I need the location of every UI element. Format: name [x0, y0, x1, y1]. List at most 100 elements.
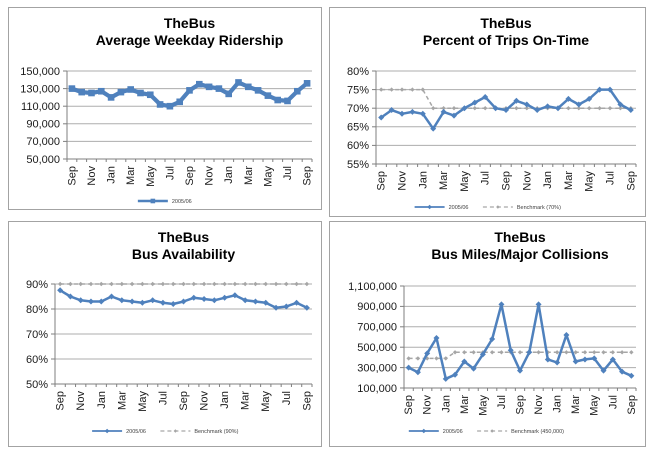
y-tick-label: 900,000	[357, 301, 397, 313]
legend-label: Benchmark (450,000)	[511, 429, 564, 435]
chart-legend: 2005/06 Benchmark (450,000)	[408, 428, 564, 435]
x-tick-label: Jan	[552, 395, 564, 413]
legend-label: Benchmark (90%)	[194, 429, 238, 435]
chart-subtitle: Average Weekday Ridership	[95, 32, 284, 48]
x-tick-label: May	[584, 171, 596, 192]
chart-subtitle: Percent of Trips On-Time	[422, 32, 590, 48]
x-tick-label: May	[145, 166, 157, 187]
x-tick-label: May	[262, 166, 274, 187]
y-tick-label: 50%	[26, 379, 48, 391]
x-tick-label: Jul	[157, 391, 169, 405]
x-tick-label: Jul	[496, 395, 508, 409]
x-tick-label: Sep	[376, 171, 388, 191]
chart-title: TheBus	[480, 15, 532, 31]
legend-label: Benchmark (70%)	[517, 205, 561, 211]
chart-legend: 2005/06 Benchmark (90%)	[92, 428, 239, 435]
y-tick-label: 500,000	[357, 342, 397, 354]
x-tick-label: Mar	[570, 395, 582, 414]
x-tick-label: Nov	[204, 166, 216, 186]
chart-svg: 50% 60% 70% 80% 90% Sep Nov Jan Mar May Jul Sep Nov J…	[26, 279, 313, 435]
chart-svg: 50,000 70,000 90,000 110,000 130,000 150,000 S…	[20, 66, 314, 205]
y-tick-label: 130,000	[20, 83, 60, 95]
y-tick-label: 100,000	[357, 383, 397, 395]
chart-panel-average-weekday-ridership: TheBus Average Weekday Ridership 50,000 7…	[8, 7, 322, 210]
x-tick-label: Jul	[605, 171, 617, 185]
y-tick-label: 65%	[347, 122, 369, 134]
chart-panel-percent-trips-on-time: TheBus Percent of Trips On-Time 55% 60% 65…	[329, 7, 646, 217]
x-tick-label: May	[459, 171, 471, 192]
x-tick-label: Nov	[533, 395, 545, 415]
x-tick-label: Jan	[106, 166, 118, 184]
x-tick-label: Mar	[563, 171, 575, 190]
y-tick-label: 1,100,000	[348, 281, 397, 293]
legend-label: 2005/06	[449, 205, 469, 211]
x-tick-label: Mar	[438, 171, 450, 190]
chart-subtitle: Bus Miles/Major Collisions	[431, 246, 609, 262]
y-tick-label: 150,000	[20, 66, 60, 78]
x-tick-label: May	[589, 395, 601, 416]
x-tick-label: Jan	[542, 171, 554, 189]
x-tick-label: Sep	[66, 166, 78, 186]
chart-panel-bus-miles-major-collisions: TheBus Bus Miles/Major Collisions 100,00…	[329, 221, 646, 447]
benchmark-line	[381, 88, 631, 109]
chart-title: TheBus	[494, 229, 546, 245]
x-tick-label: May	[260, 391, 272, 412]
chart-svg: 100,000 300,000 500,000 700,000 900,000 1,100…	[348, 281, 638, 435]
x-tick-label: Sep	[501, 171, 513, 191]
x-tick-label: Nov	[422, 395, 434, 415]
chart-title: TheBus	[163, 15, 216, 31]
x-tick-label: Nov	[397, 171, 409, 191]
x-tick-label: Nov	[86, 166, 98, 186]
x-tick-label: Sep	[625, 171, 637, 191]
y-tick-label: 80%	[26, 304, 48, 316]
x-tick-label: Mar	[240, 391, 252, 410]
chart-legend: 2005/06 Benchmark (70%)	[414, 204, 561, 211]
y-tick-label: 90,000	[26, 119, 60, 131]
x-tick-label: Mar	[116, 391, 128, 410]
x-tick-label: Jan	[417, 171, 429, 189]
x-tick-label: Sep	[626, 395, 638, 415]
x-tick-label: Sep	[55, 391, 67, 411]
x-tick-label: Sep	[302, 166, 314, 186]
x-tick-label: Jan	[96, 391, 108, 409]
x-tick-label: Jul	[282, 166, 294, 180]
y-tick-label: 50,000	[26, 154, 60, 166]
chart-title: TheBus	[157, 229, 210, 245]
chart-subtitle: Bus Availability	[131, 246, 236, 262]
x-tick-label: May	[137, 391, 149, 412]
chart-plot-area: 50,000 70,000 90,000 110,000 130,000 150,000 S…	[9, 8, 321, 209]
y-tick-label: 55%	[347, 159, 369, 171]
x-tick-label: Nov	[521, 171, 533, 191]
chart-legend: 2005/06	[137, 198, 192, 205]
y-tick-label: 700,000	[357, 322, 397, 334]
chart-plot-area: 50% 60% 70% 80% 90% Sep Nov Jan Mar May Jul Sep Nov J…	[9, 222, 321, 446]
x-tick-label: Jul	[480, 171, 492, 185]
x-tick-label: May	[477, 395, 489, 416]
y-tick-label: 60%	[26, 354, 48, 366]
x-tick-label: Sep	[301, 391, 313, 411]
y-tick-label: 70%	[347, 103, 369, 115]
x-tick-label: Jul	[281, 391, 293, 405]
chart-svg: 55% 60% 65% 70% 75% 80% Sep Nov Jan Mar May Jul Sep N…	[347, 66, 637, 211]
x-tick-label: Nov	[199, 391, 211, 411]
x-tick-label: Nov	[75, 391, 87, 411]
y-tick-label: 75%	[347, 84, 369, 96]
y-tick-label: 70,000	[26, 136, 60, 148]
x-tick-label: Mar	[125, 166, 137, 185]
x-tick-label: Jan	[219, 391, 231, 409]
chart-plot-area: 100,000 300,000 500,000 700,000 900,000 1,100…	[330, 222, 645, 446]
x-tick-label: Mar	[243, 166, 255, 185]
y-tick-label: 110,000	[21, 101, 60, 113]
x-tick-label: Sep	[178, 391, 190, 411]
y-tick-label: 60%	[347, 140, 369, 152]
y-tick-label: 300,000	[357, 362, 397, 374]
y-tick-label: 70%	[26, 329, 48, 341]
series-line	[71, 80, 309, 109]
x-tick-label: Jan	[223, 166, 235, 184]
y-tick-label: 90%	[26, 279, 48, 291]
x-tick-label: Jan	[440, 395, 452, 413]
x-tick-label: Sep	[184, 166, 196, 186]
x-tick-label: Jul	[164, 166, 176, 180]
x-tick-label: Mar	[459, 395, 471, 414]
